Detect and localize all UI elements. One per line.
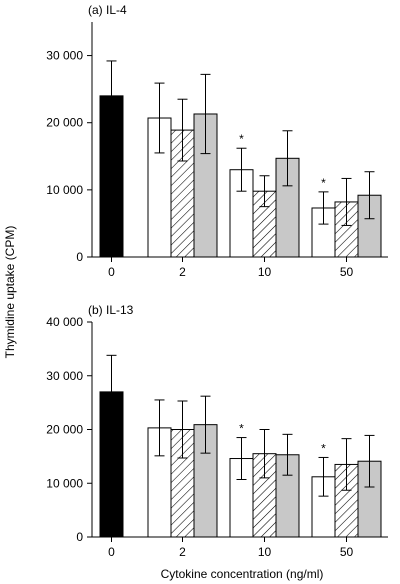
x-tick-label: 2 [179, 545, 186, 559]
x-tick-label: 50 [340, 265, 354, 279]
significance-marker: * [239, 422, 244, 436]
y-axis-title: Thymidine uptake (CPM) [3, 226, 17, 359]
panel-2: (b) IL-13 0 10 000 20 000 30 000 40 000 0 2 10 * 5… [46, 303, 388, 559]
y-tick-label: 20 000 [46, 116, 83, 130]
y-tick-label: 30 000 [46, 49, 83, 63]
x-tick-label: 2 [179, 265, 186, 279]
significance-marker: * [321, 441, 326, 455]
x-tick-label: 10 [258, 265, 272, 279]
x-tick-label: 50 [340, 545, 354, 559]
panel-title: (a) IL-4 [88, 3, 127, 17]
y-tick-label: 0 [76, 250, 83, 264]
y-tick-label: 10 000 [46, 476, 83, 490]
y-tick-label: 20 000 [46, 423, 83, 437]
y-tick-label: 40 000 [46, 315, 83, 329]
panel-title: (b) IL-13 [88, 303, 134, 317]
panel-1: (a) IL-4 0 10 000 20 000 30 000 0 2 10 * 50 * [46, 3, 388, 279]
x-tick-label: 0 [108, 265, 115, 279]
y-tick-label: 10 000 [46, 183, 83, 197]
significance-marker: * [321, 176, 326, 190]
x-tick-label: 10 [258, 545, 272, 559]
x-tick-label: 0 [108, 545, 115, 559]
significance-marker: * [239, 132, 244, 146]
x-axis-title: Cytokine concentration (ng/ml) [161, 567, 324, 581]
y-tick-label: 30 000 [46, 369, 83, 383]
y-tick-label: 0 [76, 530, 83, 544]
